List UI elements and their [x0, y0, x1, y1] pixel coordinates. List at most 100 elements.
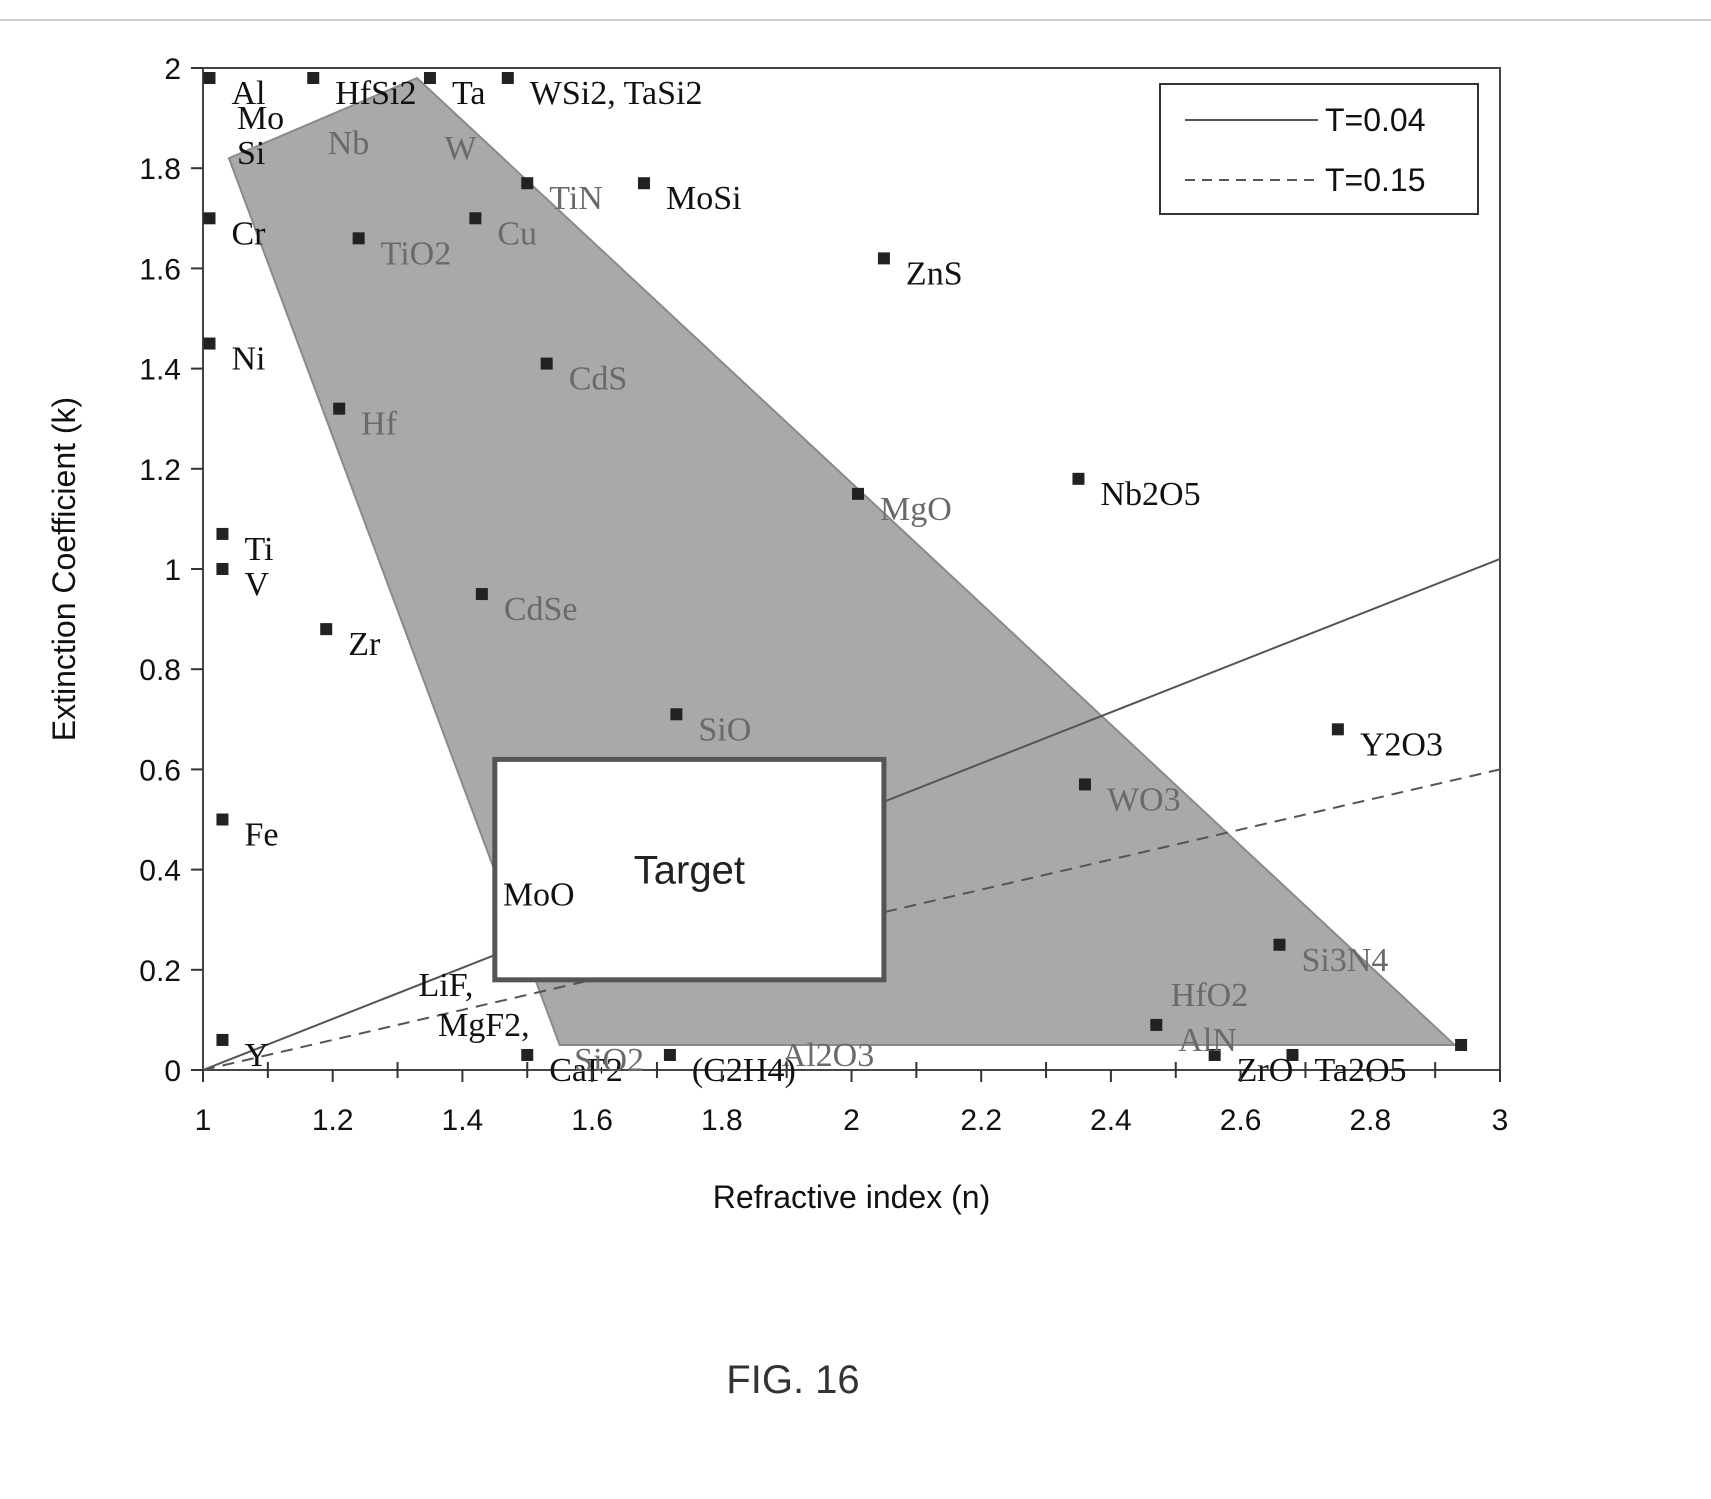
- point-zns: [877, 252, 890, 265]
- label-si: Si: [237, 135, 265, 172]
- point-wsi2--tasi2: [501, 72, 514, 85]
- point-mosi: [637, 177, 650, 190]
- y-tick-label: 0: [164, 1055, 181, 1088]
- point-caf2: [521, 1048, 534, 1061]
- point-zro: [1208, 1048, 1221, 1061]
- y-tick-label: 2: [164, 53, 181, 86]
- label-hf: Hf: [361, 406, 398, 443]
- point-cu: [469, 212, 482, 225]
- point-zr: [320, 623, 333, 636]
- x-axis-title: Refractive index (n): [713, 1179, 990, 1215]
- target-label: Target: [634, 849, 745, 893]
- y-tick-label: 0.8: [139, 654, 181, 687]
- point-ni: [203, 337, 216, 350]
- point-ta2o5: [1286, 1048, 1299, 1061]
- label-aln: AlN: [1178, 1022, 1237, 1059]
- y-tick-label: 0.4: [139, 855, 181, 888]
- x-tick-label: 2: [843, 1104, 860, 1137]
- label-v: V: [244, 566, 269, 603]
- label-nb: Nb: [328, 125, 370, 162]
- point-cdse: [475, 588, 488, 601]
- label-cds: CdS: [569, 361, 628, 398]
- point-tio2: [352, 232, 365, 245]
- y-tick-label: 0.2: [139, 955, 181, 988]
- label-si3n4: Si3N4: [1302, 942, 1389, 979]
- point-hf: [333, 402, 346, 415]
- material-labels: AlMoSiCrNiTiVFeYZrHfTiO2CuHfSi2NbTaWWSi2…: [231, 75, 1442, 1089]
- label-y: Y: [244, 1037, 269, 1074]
- point-tin: [521, 177, 534, 190]
- point--c2h4-: [663, 1048, 676, 1061]
- legend-label: T=0.04: [1325, 102, 1426, 138]
- label-mgo: MgO: [880, 491, 952, 528]
- label-zro: ZrO: [1237, 1052, 1294, 1089]
- label-lif-: LiF,: [419, 967, 474, 1004]
- label-zns: ZnS: [906, 255, 963, 292]
- label-wsi2--tasi2: WSi2, TaSi2: [530, 75, 703, 112]
- point-cr: [203, 212, 216, 225]
- x-tick-label: 2.4: [1090, 1104, 1132, 1137]
- x-tick-label: 2.2: [960, 1104, 1002, 1137]
- label-mosi: MoSi: [666, 180, 742, 217]
- point-wo3: [1078, 778, 1091, 791]
- label-cr: Cr: [231, 215, 266, 252]
- label-y2o3: Y2O3: [1360, 726, 1443, 763]
- x-tick-label: 1.8: [701, 1104, 743, 1137]
- y-tick-label: 1.8: [139, 153, 181, 186]
- point-sio: [670, 708, 683, 721]
- y-tick-label: 1.2: [139, 454, 181, 487]
- point-unlabeled: [1455, 1038, 1468, 1051]
- label-w: W: [444, 130, 477, 167]
- point-fe: [216, 813, 229, 826]
- point-v: [216, 563, 229, 575]
- y-tick-label: 1: [164, 554, 181, 587]
- legend-label: T=0.15: [1325, 162, 1426, 198]
- label-al: Al: [231, 75, 265, 112]
- label-fe: Fe: [244, 817, 278, 854]
- label-ti: Ti: [244, 531, 273, 568]
- label-tio2: TiO2: [381, 235, 452, 272]
- legend: T=0.04 T=0.15: [1159, 83, 1479, 215]
- target-box: Target: [492, 756, 887, 983]
- y-axis-title: Extinction Coefficient (k): [46, 397, 82, 741]
- point-ti: [216, 527, 229, 540]
- x-tick-label: 1.2: [312, 1104, 354, 1137]
- label--c2h4-: (C2H4): [692, 1052, 796, 1089]
- label-cu: Cu: [497, 215, 537, 252]
- point-aln: [1150, 1018, 1163, 1031]
- label-ta2o5: Ta2O5: [1314, 1052, 1406, 1089]
- point-cds: [540, 357, 553, 370]
- point-nb2o5: [1072, 472, 1085, 485]
- label-al2o3: Al2O3: [782, 1037, 875, 1074]
- point-si3n4: [1273, 938, 1286, 951]
- x-tick-label: 1.6: [571, 1104, 613, 1137]
- label-moo: MoO: [503, 877, 575, 914]
- axes: 1 1.2 1.4 1.6 1.8 2 2.2 2.4 2.6 2.8 3 0 0.2 0.4 0.6 0.8…: [139, 53, 1508, 1137]
- point-al: [203, 72, 216, 85]
- material-points: [203, 72, 1468, 1061]
- label-sio: SiO: [698, 711, 751, 748]
- x-tick-label: 1.4: [442, 1104, 484, 1137]
- label-mgf2-: MgF2,: [438, 1007, 530, 1044]
- label-caf2: CaF2: [549, 1052, 623, 1089]
- label-sio2: SiO2: [574, 1042, 644, 1079]
- x-tick-label: 1: [195, 1104, 212, 1137]
- point-y: [216, 1033, 229, 1046]
- label-wo3: WO3: [1107, 781, 1181, 818]
- target-rectangle: [492, 756, 887, 983]
- x-tick-label: 2.6: [1220, 1104, 1262, 1137]
- y-tick-label: 1.4: [139, 354, 181, 387]
- label-tin: TiN: [549, 180, 603, 217]
- point-hfsi2: [307, 72, 320, 85]
- legend-box: [1159, 83, 1479, 215]
- y-tick-label: 1.6: [139, 253, 181, 286]
- x-tick-label: 2.8: [1349, 1104, 1391, 1137]
- label-hfo2: HfO2: [1171, 977, 1248, 1014]
- label-cdse: CdSe: [504, 591, 578, 628]
- point-y2o3: [1331, 723, 1344, 736]
- label-nb2o5: Nb2O5: [1100, 476, 1200, 513]
- figure-caption: FIG. 16: [726, 1358, 859, 1402]
- label-hfsi2: HfSi2: [335, 75, 416, 112]
